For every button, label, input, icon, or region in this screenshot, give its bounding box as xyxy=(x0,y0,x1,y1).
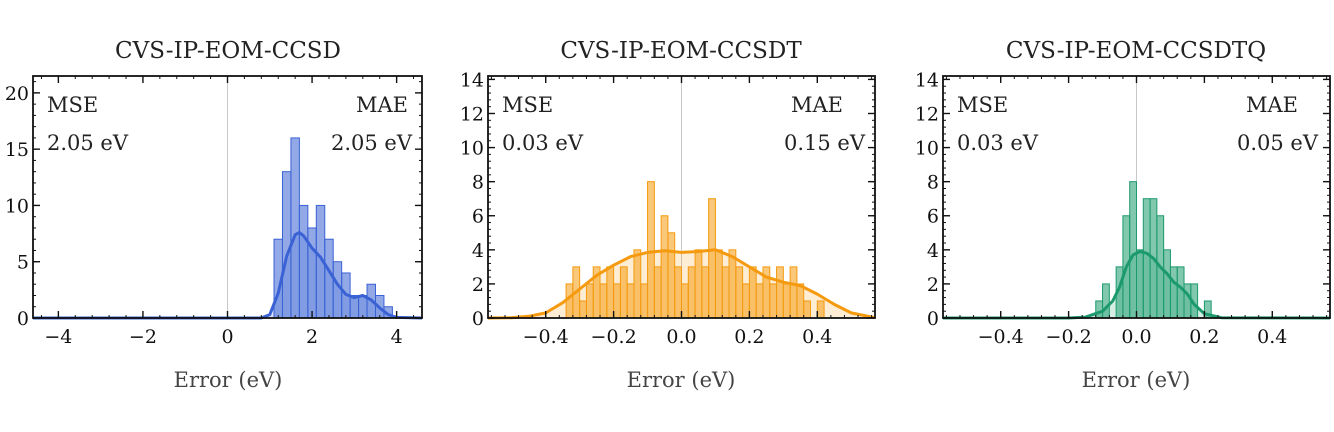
mae-value: 0.15 eV xyxy=(784,131,866,155)
x-tick-label: 2 xyxy=(306,326,318,348)
x-tick-label: −4 xyxy=(44,326,72,348)
x-tick-label: 0.0 xyxy=(666,326,696,348)
y-tick-label: 14 xyxy=(460,69,484,91)
x-axis-label: Error (eV) xyxy=(1082,368,1191,392)
x-tick-label: −2 xyxy=(129,326,157,348)
y-tick-label: 10 xyxy=(5,195,29,217)
kde-curve xyxy=(943,250,1331,320)
y-tick-label: 0 xyxy=(927,308,939,330)
y-tick-label: 14 xyxy=(915,69,939,91)
mse-label: MSE xyxy=(502,93,553,117)
y-tick-label: 6 xyxy=(472,206,484,228)
mse-value: 2.05 eV xyxy=(47,131,129,155)
y-tick-label: 10 xyxy=(460,138,484,160)
x-axis-label: Error (eV) xyxy=(627,368,736,392)
chart-title: CVS-IP-EOM-CCSDT xyxy=(560,38,802,64)
mse-label: MSE xyxy=(47,93,98,117)
y-tick-label: 2 xyxy=(927,274,939,296)
y-tick-label: 6 xyxy=(927,206,939,228)
x-tick-label: 0.0 xyxy=(1121,326,1151,348)
mse-value: 0.03 eV xyxy=(957,131,1039,155)
kde-curve xyxy=(33,231,423,320)
kde-area xyxy=(33,232,422,318)
y-tick-label: 0 xyxy=(472,308,484,330)
x-tick-label: 0.4 xyxy=(802,326,832,348)
x-tick-label: 0.2 xyxy=(1189,326,1219,348)
mae-label: MAE xyxy=(791,93,843,117)
x-tick-label: 4 xyxy=(391,326,403,348)
y-tick-label: 15 xyxy=(5,139,29,161)
chart-title: CVS-IP-EOM-CCSDTQ xyxy=(1006,38,1266,64)
x-tick-label: 0.4 xyxy=(1257,326,1287,348)
kde-curve xyxy=(487,248,876,320)
y-tick-label: 12 xyxy=(915,103,939,125)
chart-title: CVS-IP-EOM-CCSD xyxy=(115,38,341,64)
panel-ccsd: CVS-IP-EOM-CCSD −4 −2 0 2 4 0 5 10 15 20 Error (e… xyxy=(5,38,423,392)
panel-ccsdtq: CVS-IP-EOM-CCSDTQ −0.4 −0.2 0.0 0.2 0.4 0 2 4 6 8… xyxy=(915,38,1331,392)
y-tick-label: 5 xyxy=(17,252,29,274)
y-tick-label: 4 xyxy=(927,240,939,262)
y-tick-label: 2 xyxy=(472,274,484,296)
y-tick-label: 8 xyxy=(472,172,484,194)
kde-area xyxy=(488,249,875,318)
x-tick-label: 0 xyxy=(221,326,233,348)
x-tick-label: −0.2 xyxy=(591,326,637,348)
mae-label: MAE xyxy=(1246,93,1298,117)
mae-label: MAE xyxy=(356,93,408,117)
y-tick-label: 0 xyxy=(17,308,29,330)
y-tick-label: 20 xyxy=(5,83,29,105)
mae-value: 0.05 eV xyxy=(1237,131,1319,155)
y-tick-label: 10 xyxy=(915,138,939,160)
y-tick-label: 4 xyxy=(472,240,484,262)
kde-area xyxy=(943,251,1330,318)
y-tick-label: 12 xyxy=(460,103,484,125)
x-tick-label: 0.2 xyxy=(734,326,764,348)
x-tick-label: −0.2 xyxy=(1046,326,1092,348)
x-tick-label: −0.4 xyxy=(978,326,1024,348)
x-axis-label: Error (eV) xyxy=(174,368,283,392)
mae-value: 2.05 eV xyxy=(331,131,413,155)
y-tick-label: 8 xyxy=(927,172,939,194)
mse-value: 0.03 eV xyxy=(502,131,584,155)
panel-ccsdt: CVS-IP-EOM-CCSDT −0.4 −0.2 0.0 0.2 0.4 0 2 4 6 8 1… xyxy=(460,38,876,392)
x-tick-label: −0.4 xyxy=(523,326,569,348)
mse-label: MSE xyxy=(957,93,1008,117)
